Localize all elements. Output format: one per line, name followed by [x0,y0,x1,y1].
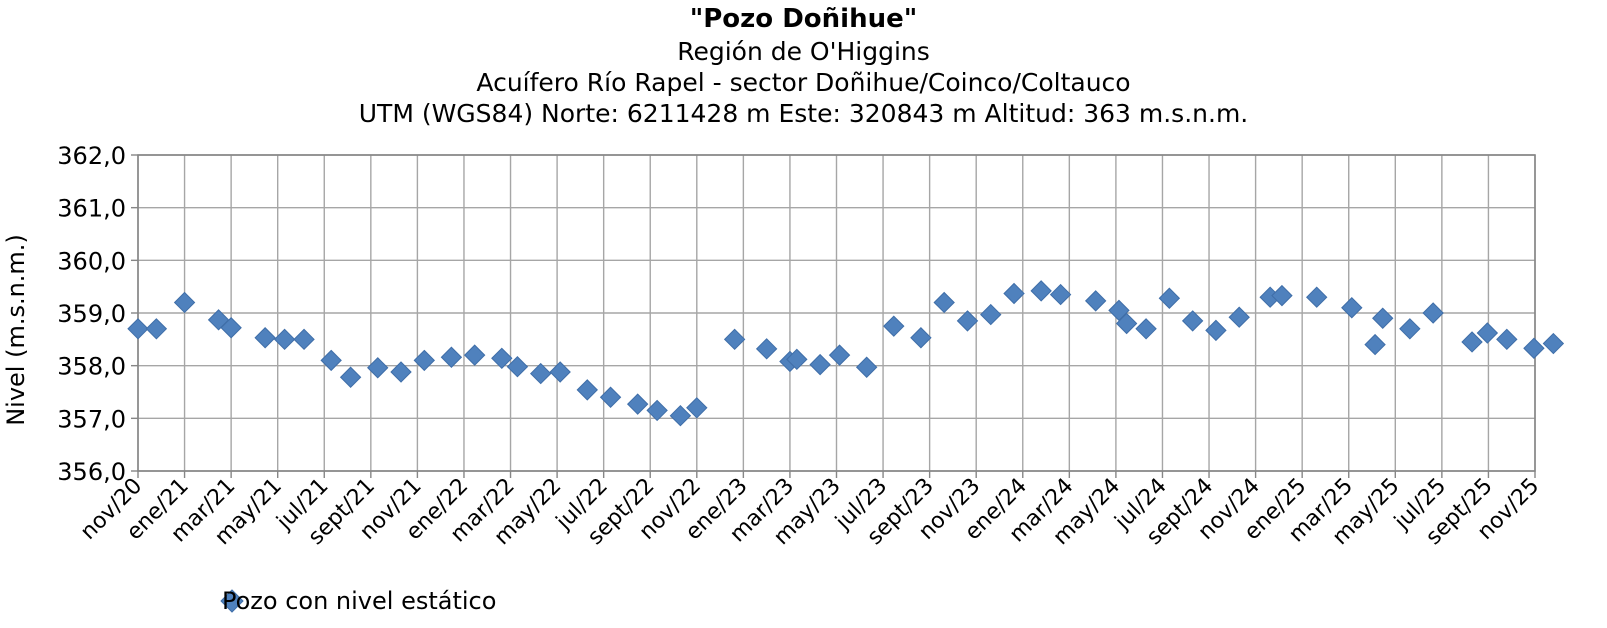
data-point [1372,307,1394,329]
data-point [956,310,979,332]
data-point [1108,299,1130,322]
data-point [173,291,196,314]
data-point [626,393,649,415]
data-point [1461,331,1483,353]
chart-subtitle-region: Región de O'Higgins [677,37,930,66]
data-point [646,399,668,422]
data-point [1364,333,1386,356]
data-point [127,318,149,340]
data-point [413,349,436,372]
y-tick-label: 359,0 [57,300,126,328]
data-point [1306,286,1328,308]
data-point [755,338,778,360]
y-tick-label: 362,0 [57,142,126,170]
data-point [828,344,851,366]
y-axis: 356,0 357,0 358,0 359,0 360,0 361,0 362,0 [57,142,138,486]
y-tick-label: 356,0 [57,458,126,486]
data-point [883,315,905,337]
data-point [254,327,276,349]
data-point [339,366,362,388]
data-point [1084,290,1107,312]
data-point [293,328,315,351]
data-point [463,344,486,366]
data-point [145,318,168,340]
data-point [980,303,1002,326]
data-point [855,356,878,378]
y-tick-label: 360,0 [57,247,126,275]
data-point [1049,283,1072,306]
data-point [809,353,831,376]
data-point [910,327,932,349]
data-point [1205,319,1227,342]
data-point [599,386,622,408]
data-point [1181,310,1204,332]
data-point [1030,280,1052,302]
legend-marker-icon [220,589,244,613]
data-point [723,328,746,351]
chart-title: "Pozo Doñihue" [689,4,918,34]
data-point [1115,312,1138,335]
data-point [1341,297,1363,319]
y-tick-label: 358,0 [57,353,126,381]
data-point [576,379,598,401]
data-point [1523,337,1545,359]
data-point [1476,322,1499,344]
data-point [1271,284,1293,307]
data-point [669,404,692,427]
data-point [273,328,296,351]
data-point [220,317,242,339]
legend-label: Pozo con nivel estático [222,587,497,615]
chart-titles: "Pozo Doñihue" Región de O'Higgins Acuíf… [0,0,1607,129]
data-point [1135,318,1157,340]
data-point [530,362,552,385]
data-point [320,349,342,372]
x-axis: nov/20ene/21mar/21may/21jul/21sept/21nov… [76,471,1544,550]
chart-subtitle-coordinates: UTM (WGS84) Norte: 6211428 m Este: 32084… [358,99,1249,128]
y-axis-label: Nivel (m.s.n.m.) [2,234,30,426]
data-point [1228,306,1250,328]
data-point [549,361,571,383]
data-series [127,280,1565,427]
data-point [506,356,529,378]
data-point [491,347,513,370]
data-point [933,291,955,314]
data-point [390,361,412,383]
data-point [786,348,808,371]
data-point [1003,282,1025,305]
y-tick-label: 357,0 [57,405,126,433]
data-point [440,346,463,368]
data-point [1542,332,1565,355]
data-point [1496,328,1518,351]
data-point [1158,287,1181,309]
chart-grid [137,154,1536,472]
data-point [367,357,389,379]
data-point [686,397,708,419]
chart-subtitle-aquifer: Acuífero Río Rapel - sector Doñihue/Coin… [476,68,1131,97]
data-point [1399,318,1421,340]
data-point [1422,302,1444,324]
y-tick-label: 361,0 [57,195,126,223]
